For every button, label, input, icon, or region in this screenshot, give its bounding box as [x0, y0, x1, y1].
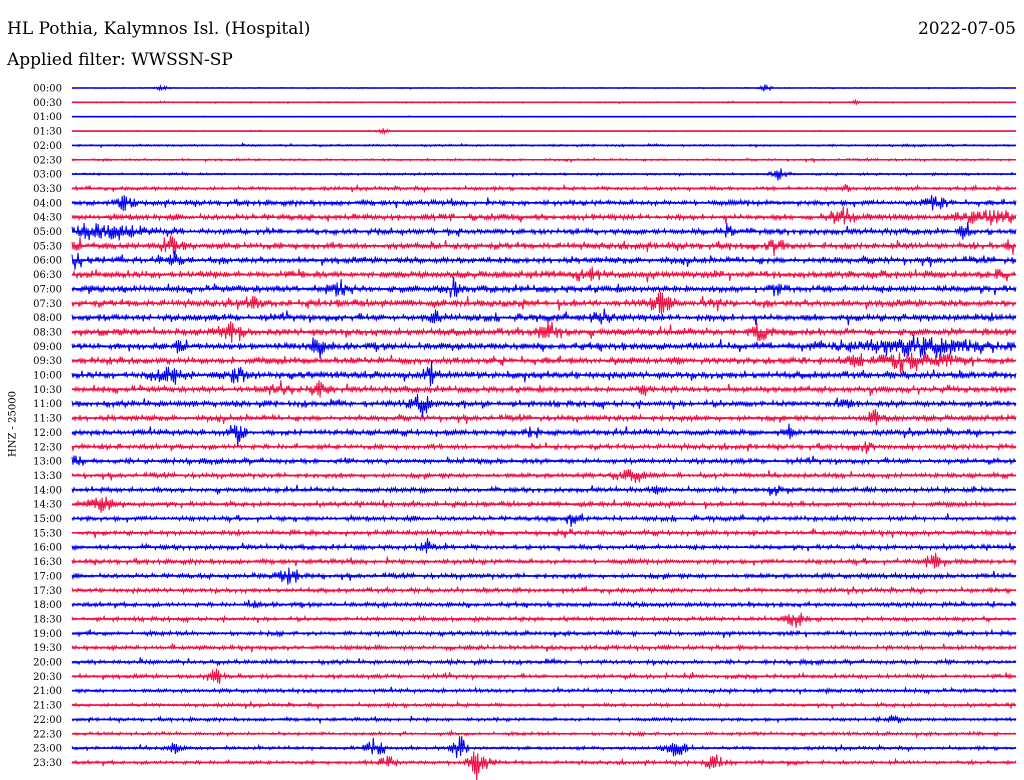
- trace-row-0700: [71, 277, 1017, 298]
- time-label: 20:30: [33, 672, 62, 683]
- time-label: 10:00: [33, 371, 62, 382]
- time-label: 22:00: [33, 715, 62, 726]
- trace-row-1630: [71, 552, 1017, 569]
- time-label: 06:00: [33, 256, 62, 267]
- time-label: 02:00: [33, 141, 62, 152]
- time-label: 09:00: [33, 342, 62, 353]
- time-label: 19:30: [33, 643, 62, 654]
- trace-row-1600: [71, 538, 1017, 554]
- trace-row-1100: [71, 393, 1017, 418]
- time-label: 19:00: [33, 629, 62, 640]
- time-label: 21:30: [33, 701, 62, 712]
- time-label: 04:30: [33, 213, 62, 224]
- time-label: 13:00: [33, 457, 62, 468]
- trace-row-0430: [71, 206, 1017, 226]
- trace-row-1830: [71, 612, 1017, 628]
- time-label: 04:00: [33, 198, 62, 209]
- trace-row-1130: [71, 408, 1017, 426]
- time-label: 09:30: [33, 356, 62, 367]
- time-label: 20:00: [33, 658, 62, 669]
- time-label: 14:00: [33, 485, 62, 496]
- filter-label: Applied filter: WWSSN-SP: [7, 50, 233, 70]
- time-label: 08:00: [33, 313, 62, 324]
- time-label: 17:00: [33, 571, 62, 582]
- time-label: 01:30: [33, 127, 62, 138]
- time-label: 00:00: [33, 84, 62, 95]
- time-label: 12:30: [33, 442, 62, 453]
- time-label: 03:00: [33, 170, 62, 181]
- time-label: 23:30: [33, 758, 62, 769]
- time-label: 03:30: [33, 184, 62, 195]
- time-label: 12:00: [33, 428, 62, 439]
- trace-row-1500: [71, 513, 1017, 528]
- time-label: 00:30: [33, 98, 62, 109]
- time-label: 11:30: [33, 414, 62, 425]
- trace-row-1200: [71, 423, 1017, 447]
- time-label: 05:00: [33, 227, 62, 238]
- time-label: 18:00: [33, 600, 62, 611]
- time-label: 16:00: [33, 543, 62, 554]
- time-label: 11:00: [33, 399, 62, 410]
- time-label: 14:30: [33, 500, 62, 511]
- time-label: 06:30: [33, 270, 62, 281]
- time-label: 07:00: [33, 284, 62, 295]
- time-label-group: 00:00 00:30 01:00 01:30 02:00 02:30 03:00 03:30…: [33, 84, 62, 769]
- station-title: HL Pothia, Kalymnos Isl. (Hospital): [7, 19, 311, 39]
- trace-row-2300: [71, 736, 1017, 758]
- time-label: 01:00: [33, 112, 62, 123]
- time-label: 22:30: [33, 729, 62, 740]
- time-label: 18:30: [33, 614, 62, 625]
- trace-group: [71, 83, 1017, 780]
- time-label: 21:00: [33, 686, 62, 697]
- time-label: 17:30: [33, 586, 62, 597]
- time-label: 08:30: [33, 327, 62, 338]
- time-label: 10:30: [33, 385, 62, 396]
- time-label: 02:30: [33, 155, 62, 166]
- trace-row-0930: [71, 350, 1017, 374]
- trace-row-1730: [71, 585, 1017, 596]
- trace-row-2330: [71, 751, 1017, 780]
- time-label: 15:00: [33, 514, 62, 525]
- time-label: 16:30: [33, 557, 62, 568]
- time-label: 13:30: [33, 471, 62, 482]
- trace-row-1000: [71, 361, 1017, 387]
- time-label: 15:30: [33, 528, 62, 539]
- time-label: 23:00: [33, 744, 62, 755]
- time-label: 05:30: [33, 241, 62, 252]
- time-label: 07:30: [33, 299, 62, 310]
- record-date: 2022-07-05: [917, 19, 1016, 39]
